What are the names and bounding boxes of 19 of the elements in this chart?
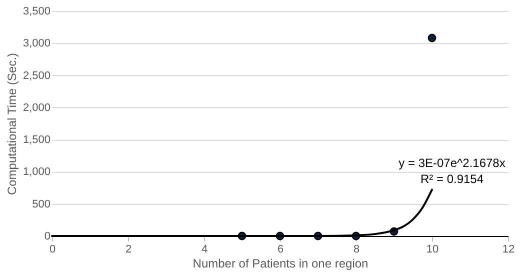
annotation: R² = 0.9154 <box>420 172 484 186</box>
y-tick-label: 2,500 <box>22 70 50 82</box>
y-axis-title: Computational Time (Sec.) <box>4 52 19 196</box>
y-tick-label: 1,000 <box>22 166 50 178</box>
y-tick-label: 3,500 <box>22 6 50 18</box>
y-tick-label: 1,500 <box>22 134 50 146</box>
y-tick-label: 0 <box>44 230 50 242</box>
x-axis-title: Number of Patients in one region <box>192 256 368 270</box>
x-tick-label: 8 <box>353 244 360 256</box>
y-tick-label: 3,000 <box>22 38 50 50</box>
y-tick-label: 500 <box>32 198 50 210</box>
x-tick-label: 4 <box>201 244 208 256</box>
x-tick-label: 6 <box>277 244 284 256</box>
x-tick-label: 12 <box>502 244 515 256</box>
point <box>428 34 436 42</box>
x-tick-label: 10 <box>426 244 439 256</box>
y-tick-label: 2,000 <box>22 102 50 114</box>
x-tick-label: 2 <box>125 244 132 256</box>
annotation: y = 3E-07e^2.1678x <box>398 156 506 170</box>
